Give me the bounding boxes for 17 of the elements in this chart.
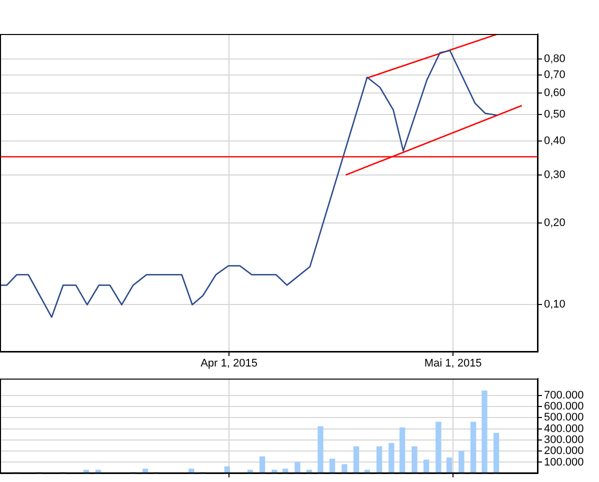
y-tick-label: 0,50: [544, 108, 566, 121]
y-tick-label: 200.000: [544, 445, 584, 458]
x-tick-label: Mai 1, 2015: [424, 358, 482, 370]
y-tick-label: 0,60: [544, 87, 566, 100]
y-tick-label: 0,10: [544, 298, 566, 311]
y-tick-label: 700.000: [544, 389, 584, 402]
y-tick-label: 500.000: [544, 412, 584, 424]
y-tick-label: 0,70: [544, 68, 566, 81]
x-tick-label: Apr 1, 2015: [200, 358, 258, 370]
y-tick-label: 600.000: [544, 400, 584, 413]
y-tick-label: 400.000: [544, 422, 584, 435]
y-tick-label: 0,80: [544, 53, 566, 66]
y-tick-label: 0,40: [544, 135, 566, 148]
y-tick-label: 0,30: [544, 169, 566, 182]
y-tick-label: 300.000: [544, 434, 584, 446]
y-tick-label: 100.000: [544, 456, 584, 468]
y-tick-label: 0,20: [544, 216, 566, 229]
